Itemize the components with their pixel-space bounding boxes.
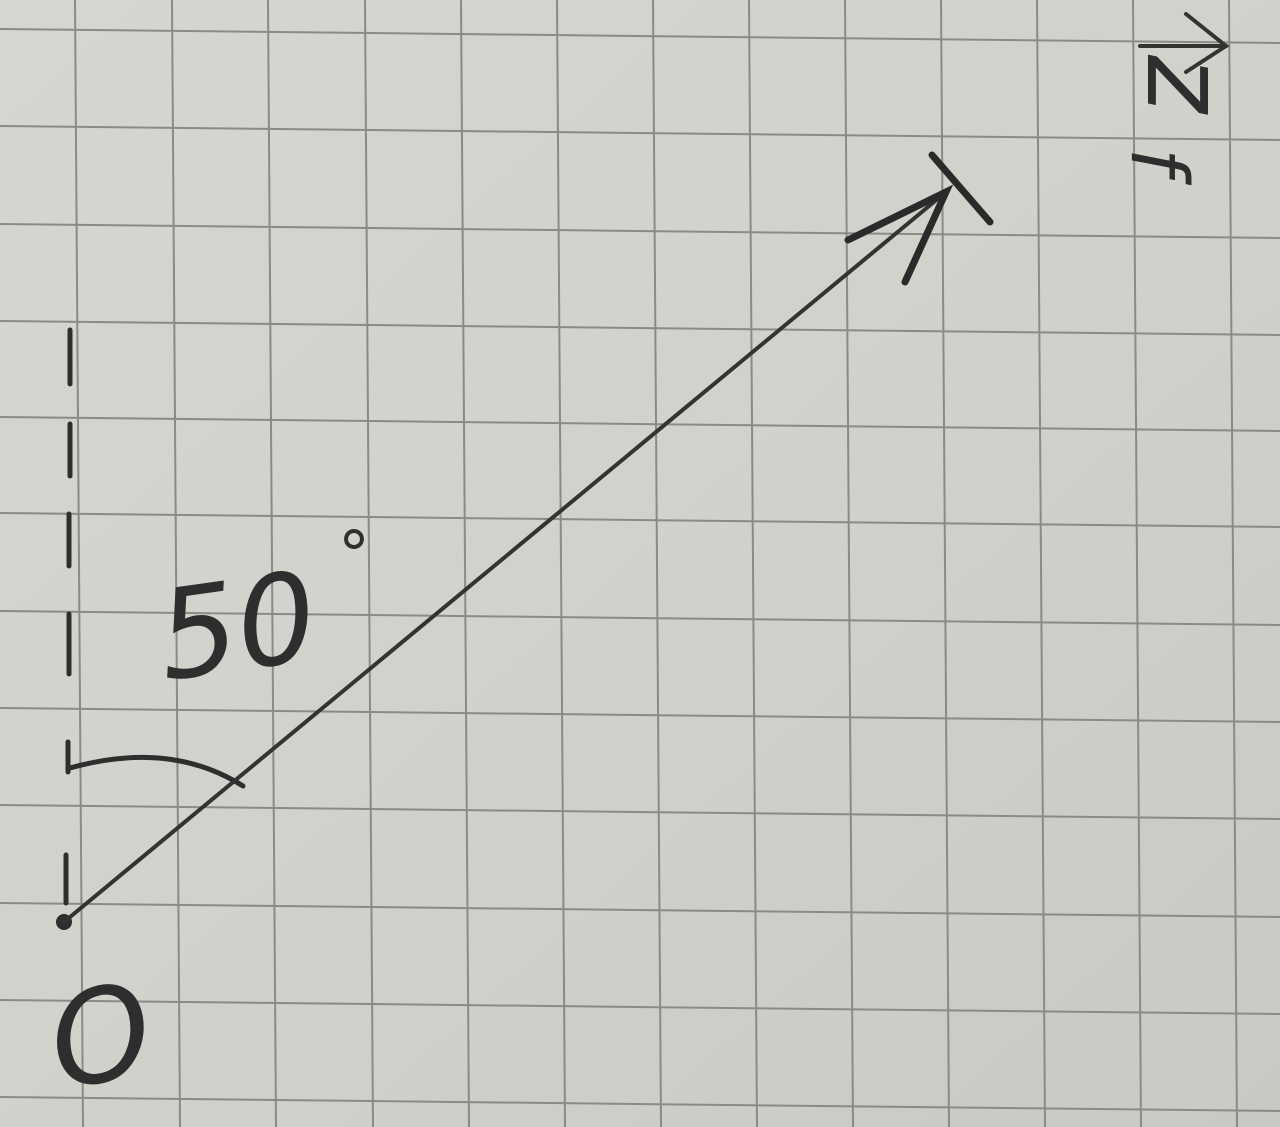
grid-line-vertical — [460, 0, 470, 1127]
grid-line-horizontal — [0, 902, 1280, 918]
grid-line-horizontal — [0, 416, 1280, 432]
grid-line-horizontal — [0, 223, 1280, 239]
reference-dashed-line — [63, 327, 73, 906]
grid-line-vertical — [556, 0, 566, 1127]
angle-degree-symbol: ° — [338, 519, 370, 593]
angle-value-label: 50 — [149, 545, 325, 710]
grid-line-vertical — [267, 0, 277, 1127]
grid-line-horizontal — [0, 610, 1280, 626]
grid-line-vertical — [844, 0, 854, 1127]
grid-line-horizontal — [0, 804, 1280, 820]
grid-line-vertical — [1228, 0, 1238, 1127]
grid-line-vertical — [171, 0, 181, 1127]
grid-line-horizontal — [0, 1096, 1280, 1112]
grid-line-vertical — [364, 0, 374, 1127]
grid-line-vertical — [1036, 0, 1046, 1127]
grid-line-horizontal — [0, 320, 1280, 336]
vector-label-arrow — [1138, 12, 1230, 74]
grid-line-vertical — [940, 0, 950, 1127]
grid-line-horizontal — [0, 707, 1280, 723]
grid-line-horizontal — [0, 28, 1280, 44]
grid-line-vertical — [1132, 0, 1142, 1127]
grid-line-vertical — [74, 0, 84, 1127]
grid-line-horizontal — [0, 512, 1280, 528]
grid-line-vertical — [652, 0, 662, 1127]
grid-line-horizontal — [0, 999, 1280, 1015]
angle-arc — [67, 754, 246, 789]
vector-arrowhead — [844, 151, 994, 286]
grid-line-horizontal — [0, 125, 1280, 141]
grid-line-vertical — [748, 0, 758, 1127]
vector-label-letter: z — [1122, 54, 1250, 115]
vector-line — [62, 190, 948, 924]
